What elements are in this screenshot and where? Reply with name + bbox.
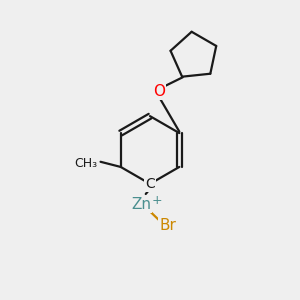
Text: O: O <box>153 84 165 99</box>
Text: Br: Br <box>159 218 176 232</box>
Text: +: + <box>151 194 162 207</box>
Text: C: C <box>145 177 155 191</box>
Text: Zn: Zn <box>131 197 151 212</box>
Text: CH₃: CH₃ <box>74 157 97 170</box>
